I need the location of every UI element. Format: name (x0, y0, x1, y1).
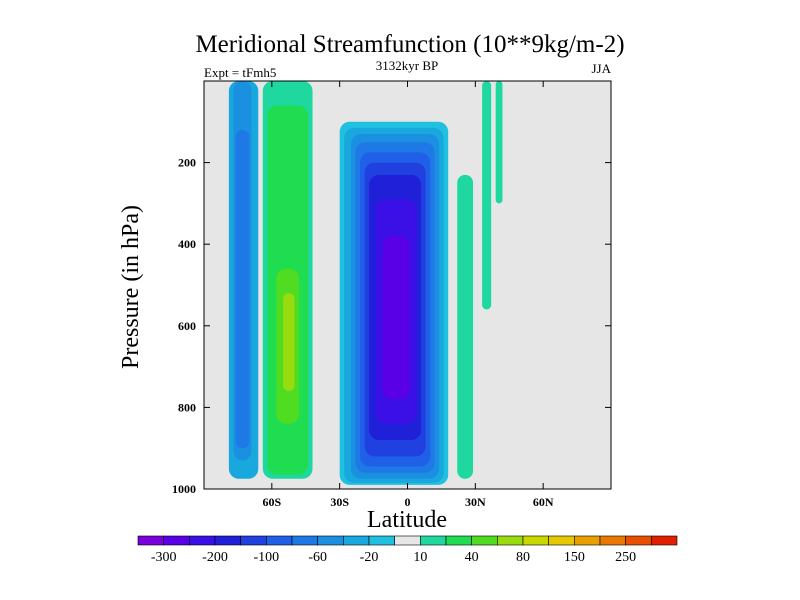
y-tick-label: 600 (178, 319, 196, 333)
x-tick-label: 30S (330, 495, 349, 509)
colorbar-swatch (471, 535, 498, 546)
colorbar-label: 150 (564, 550, 585, 565)
time-label: 3132kyr BP (376, 58, 438, 73)
contour-sh-outer-inner (235, 129, 250, 449)
y-tick-label: 200 (178, 156, 196, 170)
y-axis-label: Pressure (in hPa) (118, 205, 144, 369)
colorbar-swatch (214, 535, 241, 546)
colorbar-swatch (163, 535, 190, 546)
y-tick-label: 400 (178, 237, 196, 251)
x-tick-label: 30N (465, 495, 486, 509)
colorbar-label: -100 (253, 550, 279, 565)
colorbar-swatch (137, 535, 164, 546)
colorbar-swatch (317, 535, 344, 546)
plot-area (203, 80, 612, 490)
y-tick-label: 1000 (172, 482, 196, 496)
colorbar-swatch (574, 535, 601, 546)
y-tick-label: 800 (178, 400, 196, 414)
colorbar-label: -300 (151, 550, 177, 565)
colorbar-swatch (368, 535, 395, 546)
colorbar-swatch (189, 535, 216, 546)
colorbar-swatch (599, 535, 626, 546)
colorbar-label: -60 (308, 550, 327, 565)
colorbar-swatch (497, 535, 524, 546)
colorbar-swatch (445, 535, 472, 546)
x-axis-label: Latitude (367, 507, 447, 533)
colorbar-swatch (522, 535, 549, 546)
colorbar-swatch (625, 535, 652, 546)
colorbar-label: 40 (465, 550, 479, 565)
chart-title: Meridional Streamfunction (10**9kg/m-2) (195, 31, 624, 58)
contour-sh-lime-inner (283, 293, 295, 392)
colorbar-swatch (420, 535, 447, 546)
colorbar-swatch (651, 535, 678, 546)
contour-nh-green-column (457, 174, 474, 479)
colorbar-swatch (548, 535, 575, 546)
x-tick-label: 60N (533, 495, 554, 509)
colorbar: -300 -200 -100 -60 -20 10 40 80 150 250 (137, 535, 678, 565)
colorbar-swatch (240, 535, 267, 546)
contour-nh-upper-column (482, 81, 492, 310)
colorbar-label: 10 (413, 550, 427, 565)
experiment-label: Expt = tFmh5 (204, 65, 276, 80)
season-label: JJA (591, 61, 611, 76)
colorbar-swatch (343, 535, 370, 546)
axis-ticks: 60S 30S 0 30N 60N 200 400 600 800 1000 (172, 81, 611, 509)
contour-nh-upper-column-2 (495, 81, 503, 204)
contour-hadley-core (382, 236, 410, 400)
colorbar-swatch (291, 535, 318, 546)
colorbar-label: 80 (516, 550, 530, 565)
colorbar-label: -20 (360, 550, 379, 565)
x-tick-label: 60S (262, 495, 281, 509)
x-tick-label: 0 (405, 495, 411, 509)
colorbar-label: -200 (202, 550, 228, 565)
colorbar-swatch (394, 535, 421, 546)
colorbar-swatch (266, 535, 293, 546)
colorbar-label: 250 (615, 550, 636, 565)
